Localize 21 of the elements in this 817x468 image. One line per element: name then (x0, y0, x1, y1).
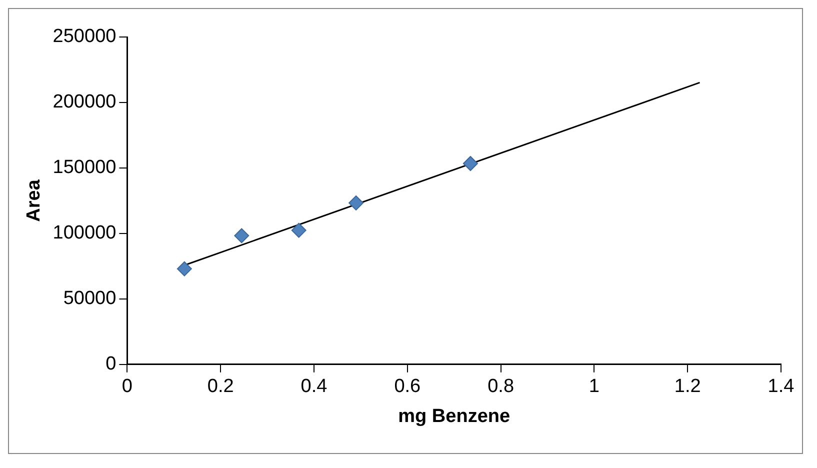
point (462, 156, 478, 172)
x-tick-label: 1.4 (768, 376, 795, 398)
y-axis-title: Area (24, 179, 45, 222)
x-tick-label: 0.6 (394, 376, 421, 398)
y-tick-label: 50000 (63, 288, 116, 310)
x-tick-label: 0 (122, 376, 132, 398)
point (348, 195, 364, 210)
y-tick-label: 150000 (52, 157, 116, 178)
x-tick-label: 1.2 (674, 376, 701, 398)
x-tick-label: 1 (588, 376, 600, 398)
y-tick-label: 200000 (52, 92, 116, 113)
point (291, 222, 306, 238)
x-tick-label: 0.4 (300, 376, 328, 398)
y-tick-label: 100000 (52, 222, 116, 244)
x-tick-label: 0.2 (207, 376, 234, 398)
y-tick-label: 0 (106, 354, 116, 375)
y-tick-label: 250000 (52, 26, 116, 48)
x-axis-title: mg Benzene (398, 406, 510, 427)
x-tick-label: 0.8 (488, 376, 514, 398)
point (234, 228, 250, 244)
point (176, 261, 192, 276)
